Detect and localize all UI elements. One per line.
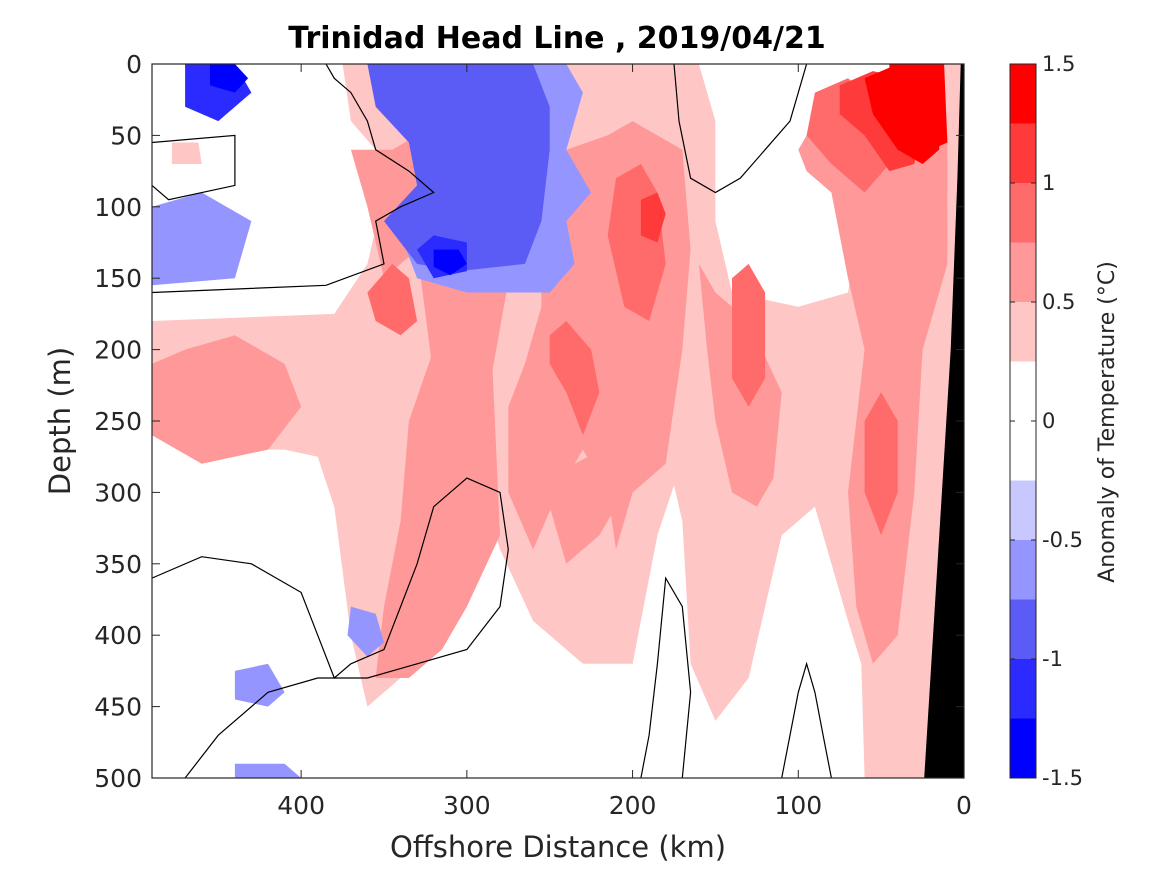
x-axis-ticks: 400 300 200 100 0 — [277, 64, 972, 820]
chart-title: Trinidad Head Line , 2019/04/21 — [288, 21, 825, 56]
zero-contour-line-5 — [781, 661, 832, 778]
y-tick-label: 500 — [94, 764, 142, 793]
anomaly-region-27 — [210, 64, 249, 93]
seafloor — [924, 64, 964, 778]
y-axis-label: Depth (m) — [43, 347, 77, 495]
colorbar-bands — [1010, 64, 1036, 778]
colorbar-band-0 — [1010, 718, 1036, 778]
anomaly-region-15 — [640, 192, 666, 243]
x-tick-label: 100 — [774, 791, 822, 820]
colorbar-band-10 — [1010, 64, 1036, 124]
colorbar-tick-label: 0.5 — [1042, 290, 1075, 314]
anomaly-region-9 — [367, 263, 418, 336]
colorbar-tick-label: 0 — [1042, 409, 1055, 433]
y-tick-label: 300 — [94, 478, 142, 507]
zero-contour-line-0 — [152, 134, 236, 201]
y-axis-ticks: 0 50 100 150 200 250 300 350 400 450 500 — [94, 50, 964, 793]
anomaly-region-18 — [889, 64, 948, 150]
x-tick-label: 200 — [609, 791, 657, 820]
x-tick-label: 400 — [277, 791, 325, 820]
y-tick-label: 50 — [110, 121, 142, 150]
colorbar-tick-label: -1 — [1042, 647, 1063, 671]
y-tick-label: 0 — [126, 50, 142, 79]
x-tick-label: 0 — [956, 791, 972, 820]
anomaly-region-23 — [234, 763, 302, 778]
y-tick-label: 200 — [94, 336, 142, 365]
seafloor-shape — [924, 64, 964, 778]
colorbar-band-8 — [1010, 183, 1036, 243]
anomaly-region-8 — [798, 92, 948, 664]
zero-contour-line-4 — [640, 576, 692, 778]
anomaly-region-3 — [152, 335, 302, 464]
colorbar-ticks: -1.5 -1 -0.5 0 0.5 1 1.5 — [1010, 52, 1083, 790]
anomaly-region-4 — [375, 349, 500, 678]
colorbar-band-4 — [1010, 480, 1036, 540]
colorbar-band-1 — [1010, 659, 1036, 719]
zero-contours — [152, 64, 832, 778]
colorbar-band-9 — [1010, 123, 1036, 183]
y-tick-label: 150 — [94, 264, 142, 293]
zero-contour-line-1 — [152, 64, 435, 294]
colorbar-tick-label: 1 — [1042, 171, 1055, 195]
anomaly-region-20 — [152, 192, 252, 286]
colorbar-label: Anomaly of Temperature (°C) — [1095, 261, 1120, 583]
y-tick-label: 400 — [94, 621, 142, 650]
x-tick-label: 300 — [443, 791, 491, 820]
x-axis-label: Offshore Distance (km) — [390, 830, 726, 864]
colorbar-band-6 — [1010, 302, 1036, 362]
anomaly-regions — [152, 64, 964, 778]
anomaly-region-1 — [171, 142, 202, 164]
anomaly-region-13 — [864, 392, 898, 536]
anomaly-region-22 — [347, 606, 384, 657]
anomaly-region-24 — [152, 64, 550, 272]
anomaly-region-12 — [732, 263, 766, 407]
anomaly-region-28 — [433, 249, 467, 276]
y-tick-label: 250 — [94, 407, 142, 436]
colorbar: -1.5 -1 -0.5 0 0.5 1 1.5 Anomaly of Temperatur… — [1009, 52, 1120, 790]
colorbar-tick-label: -0.5 — [1042, 528, 1083, 552]
colorbar-band-3 — [1010, 540, 1036, 600]
plot-area: 400 300 200 100 0 0 50 100 150 200 250 300 350 400 45… — [94, 50, 972, 820]
colorbar-band-7 — [1010, 242, 1036, 302]
colorbar-tick-label: -1.5 — [1042, 766, 1083, 790]
colorbar-tick-label: 1.5 — [1042, 52, 1075, 76]
colorbar-band-2 — [1010, 599, 1036, 659]
zero-contour-line-3 — [152, 477, 509, 778]
y-tick-label: 350 — [94, 550, 142, 579]
y-tick-label: 100 — [94, 193, 142, 222]
anomaly-region-6 — [549, 442, 650, 564]
anomaly-region-21 — [234, 663, 285, 707]
zero-contour-line-2 — [673, 64, 808, 194]
anomaly-region-10 — [549, 321, 600, 436]
y-tick-label: 450 — [94, 693, 142, 722]
